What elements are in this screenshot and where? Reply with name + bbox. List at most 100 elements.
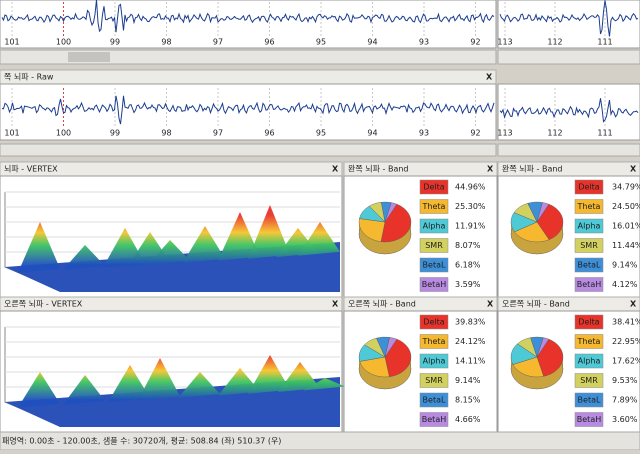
close-button[interactable]: X	[630, 300, 637, 309]
pie-slice	[380, 203, 412, 243]
trace-panel	[497, 83, 640, 141]
legend-value: 39.83%	[455, 318, 486, 327]
legend-value: 25.30%	[455, 202, 486, 211]
legend-value: 22.95%	[612, 337, 640, 346]
spectrum-peak	[298, 222, 340, 256]
time-tick: 94	[367, 38, 377, 47]
eeg-trace	[499, 0, 639, 37]
legend-value: 11.44%	[612, 241, 640, 250]
close-button[interactable]: X	[332, 165, 339, 174]
legend-value: 7.89%	[612, 396, 638, 405]
pie-slice	[536, 338, 564, 377]
legend-value: 9.14%	[455, 376, 481, 385]
spectrum-peak	[218, 368, 260, 396]
time-tick: 100	[56, 129, 71, 138]
close-button[interactable]: X	[630, 165, 637, 174]
legend-swatch	[574, 277, 604, 292]
pie-slice	[358, 218, 386, 242]
time-tick: 111	[597, 38, 612, 47]
panel-title: 뇌파 - VERTEX	[4, 165, 58, 174]
time-tick: 96	[264, 38, 274, 47]
scrollbar	[497, 49, 640, 65]
trace-panel	[0, 0, 497, 49]
legend-swatch	[574, 218, 604, 234]
legend-swatch	[419, 179, 449, 195]
spectrum-peak	[18, 222, 60, 273]
legend-swatch	[574, 238, 604, 253]
close-button[interactable]: X	[332, 300, 339, 309]
legend-swatch	[419, 218, 449, 234]
legend-swatch	[419, 353, 449, 369]
trace-panel	[497, 0, 640, 49]
spectrum-peak	[178, 372, 220, 398]
spectrum-peak	[18, 372, 60, 408]
close-button[interactable]: X	[486, 73, 493, 82]
pie-slice	[514, 221, 550, 243]
legend-swatch	[574, 179, 604, 195]
legend-swatch	[419, 238, 449, 253]
time-tick: 113	[497, 129, 512, 138]
panel-title: 오른쪽 뇌파 - VERTEX	[4, 300, 83, 309]
time-tick: 98	[161, 129, 171, 138]
panel-title: 오른쪽 뇌파 - Band	[502, 300, 570, 309]
eeg-trace	[1, 0, 495, 33]
panel-title: 오른쪽 뇌파 - Band	[348, 300, 416, 309]
time-tick: 99	[110, 129, 120, 138]
time-tick: 98	[161, 38, 171, 47]
legend-name: SMR	[580, 376, 598, 385]
legend-name: BetaH	[422, 280, 446, 289]
scrollbar	[497, 143, 640, 157]
legend-name: Theta	[577, 202, 601, 211]
legend-swatch	[574, 199, 604, 214]
scrollbar	[0, 143, 497, 157]
legend-name: BetaL	[423, 396, 446, 405]
pie-slice	[512, 356, 544, 378]
legend-value: 34.79%	[612, 183, 640, 192]
spectrum-peak	[108, 365, 150, 403]
legend-swatch	[574, 314, 604, 330]
legend-name: SMR	[425, 376, 443, 385]
time-tick: 97	[213, 129, 223, 138]
legend-value: 3.60%	[612, 415, 638, 424]
spectrum-peak	[248, 205, 290, 259]
legend-value: 6.18%	[455, 261, 481, 270]
panel-title: 완쪽 뇌파 - Band	[502, 165, 563, 174]
legend-swatch	[419, 314, 449, 330]
spectrum-peak	[278, 362, 320, 392]
legend-name: Theta	[422, 202, 446, 211]
spectrum-peak	[63, 245, 105, 270]
legend-swatch	[419, 392, 449, 408]
time-tick: 101	[4, 38, 19, 47]
legend-name: Theta	[577, 337, 601, 346]
time-tick: 94	[367, 129, 377, 138]
time-tick: 97	[213, 38, 223, 47]
legend-value: 4.12%	[612, 280, 638, 289]
legend-value: 38.41%	[612, 318, 640, 327]
legend-swatch	[574, 334, 604, 349]
legend-value: 11.91%	[455, 222, 486, 231]
scroll-thumb[interactable]	[68, 52, 110, 62]
pie-slice	[359, 356, 390, 378]
legend-name: BetaL	[578, 396, 601, 405]
legend-name: SMR	[425, 241, 443, 250]
legend-value: 14.11%	[455, 357, 486, 366]
pie-slice	[384, 338, 412, 377]
time-tick: 95	[316, 129, 326, 138]
legend-name: BetaL	[578, 261, 601, 270]
spectrum-peak	[218, 212, 260, 261]
close-button[interactable]: X	[487, 165, 494, 174]
legend-name: Alpha	[578, 357, 601, 366]
legend-name: Alpha	[423, 357, 446, 366]
eeg-trace	[1, 95, 495, 125]
legend-value: 9.53%	[612, 376, 638, 385]
legend-name: BetaH	[577, 280, 601, 289]
spectrum-peak	[248, 355, 290, 394]
legend-name: BetaH	[422, 415, 446, 424]
time-tick: 99	[110, 38, 120, 47]
legend-name: Alpha	[423, 222, 446, 231]
legend-swatch	[574, 353, 604, 369]
close-button[interactable]: X	[487, 300, 494, 309]
